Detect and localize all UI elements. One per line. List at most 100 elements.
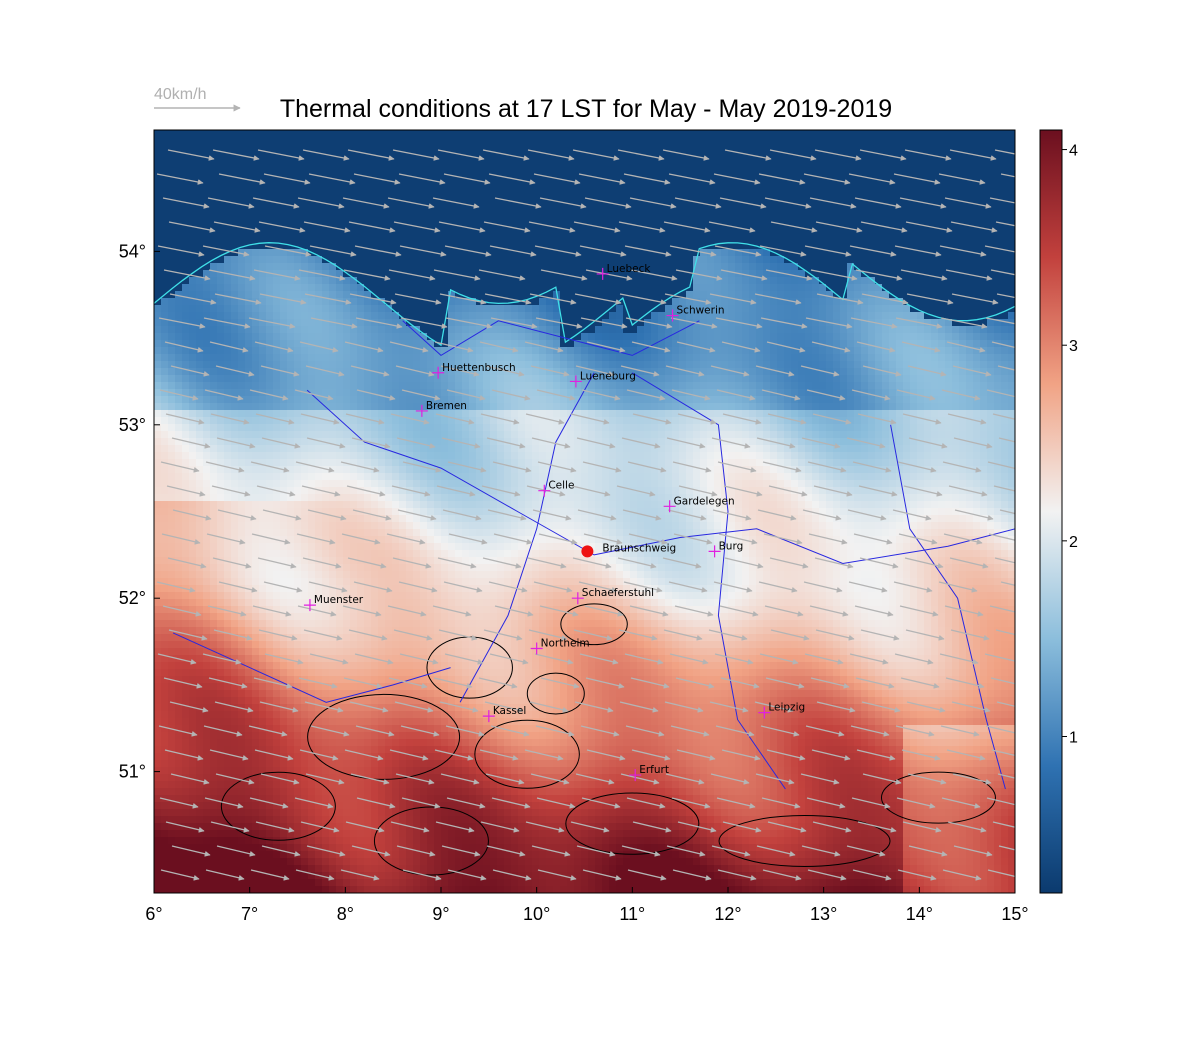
thermal-cell <box>959 235 967 243</box>
thermal-cell <box>567 382 575 390</box>
thermal-cell <box>973 333 981 341</box>
thermal-cell <box>266 193 274 201</box>
thermal-cell <box>196 270 204 278</box>
thermal-cell <box>189 165 197 173</box>
thermal-cell <box>959 172 967 180</box>
thermal-cell <box>217 403 225 411</box>
thermal-cell <box>847 361 855 369</box>
thermal-cell <box>406 333 414 341</box>
thermal-cell <box>315 298 323 306</box>
thermal-cell <box>581 333 589 341</box>
thermal-cell <box>700 354 708 362</box>
thermal-cell <box>784 312 792 320</box>
thermal-cell <box>182 333 190 341</box>
thermal-cell <box>791 277 799 285</box>
thermal-cell <box>924 179 932 187</box>
thermal-cell <box>182 354 190 362</box>
thermal-cell <box>917 200 925 208</box>
thermal-cell <box>959 214 967 222</box>
thermal-cell <box>287 144 295 152</box>
thermal-cell <box>791 354 799 362</box>
thermal-cell <box>546 235 554 243</box>
thermal-cell <box>910 270 918 278</box>
thermal-cell <box>224 361 232 369</box>
thermal-cell <box>434 284 442 292</box>
thermal-cell <box>770 242 778 250</box>
thermal-cell <box>371 179 379 187</box>
thermal-cell <box>721 305 729 313</box>
thermal-cell <box>420 340 428 348</box>
thermal-cell <box>441 200 449 208</box>
thermal-cell <box>686 193 694 201</box>
thermal-cell <box>847 277 855 285</box>
thermal-cell <box>609 172 617 180</box>
thermal-cell <box>406 214 414 222</box>
thermal-cell <box>329 382 337 390</box>
thermal-cell <box>826 382 834 390</box>
thermal-cell <box>441 284 449 292</box>
thermal-cell <box>203 263 211 271</box>
thermal-cell <box>217 249 225 257</box>
thermal-cell <box>805 326 813 334</box>
thermal-cell <box>406 340 414 348</box>
thermal-cell <box>847 186 855 194</box>
thermal-cell <box>378 263 386 271</box>
thermal-cell <box>567 347 575 355</box>
thermal-cell <box>154 305 162 313</box>
thermal-cell <box>630 368 638 376</box>
thermal-cell <box>588 144 596 152</box>
thermal-cell <box>259 137 267 145</box>
thermal-cell <box>1008 151 1015 159</box>
thermal-cell <box>560 305 568 313</box>
thermal-cell <box>392 396 400 404</box>
thermal-cell <box>994 221 1002 229</box>
thermal-cell <box>938 347 946 355</box>
thermal-cell <box>833 228 841 236</box>
thermal-cell <box>952 200 960 208</box>
thermal-cell <box>854 179 862 187</box>
thermal-cell <box>931 165 939 173</box>
thermal-cell <box>168 305 176 313</box>
thermal-cell <box>588 165 596 173</box>
thermal-cell <box>539 179 547 187</box>
thermal-cell <box>672 298 680 306</box>
thermal-cell <box>287 277 295 285</box>
thermal-cell <box>994 263 1002 271</box>
thermal-cell <box>315 361 323 369</box>
thermal-cell <box>483 158 491 166</box>
thermal-cell <box>693 228 701 236</box>
thermal-cell <box>868 144 876 152</box>
thermal-cell <box>700 389 708 397</box>
thermal-cell <box>476 389 484 397</box>
thermal-cell <box>819 165 827 173</box>
thermal-cell <box>651 277 659 285</box>
thermal-cell <box>630 277 638 285</box>
thermal-cell <box>252 221 260 229</box>
thermal-cell <box>875 298 883 306</box>
thermal-cell <box>553 179 561 187</box>
thermal-cell <box>175 298 183 306</box>
thermal-cell <box>889 375 897 383</box>
thermal-cell <box>952 270 960 278</box>
thermal-cell <box>966 333 974 341</box>
thermal-cell <box>889 382 897 390</box>
thermal-cell <box>770 172 778 180</box>
thermal-cell <box>602 284 610 292</box>
thermal-cell <box>182 312 190 320</box>
thermal-cell <box>357 305 365 313</box>
thermal-cell <box>245 144 253 152</box>
thermal-cell <box>287 193 295 201</box>
thermal-cell <box>819 277 827 285</box>
thermal-cell <box>483 186 491 194</box>
thermal-cell <box>308 186 316 194</box>
thermal-cell <box>756 270 764 278</box>
thermal-cell <box>266 305 274 313</box>
thermal-cell <box>602 382 610 390</box>
thermal-cell <box>574 165 582 173</box>
thermal-cell <box>350 361 358 369</box>
thermal-cell <box>210 221 218 229</box>
thermal-cell <box>826 305 834 313</box>
thermal-cell <box>770 151 778 159</box>
thermal-cell <box>392 382 400 390</box>
thermal-cell <box>280 403 288 411</box>
